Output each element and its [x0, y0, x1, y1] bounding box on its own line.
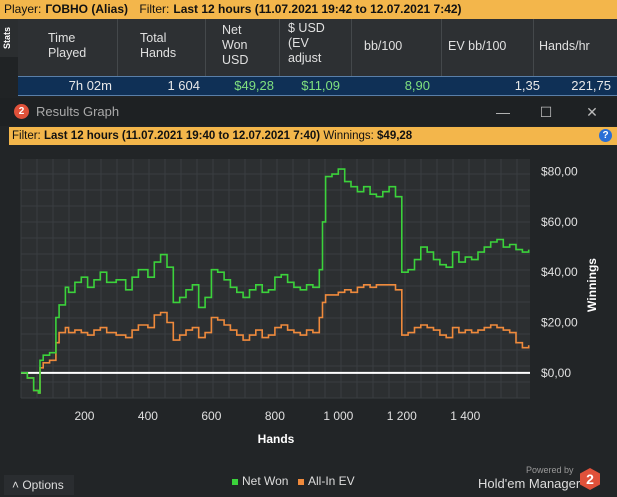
results-chart: 200 400 600 800 1 000 1 200 1 400 $0,00$20,00$… — [20, 159, 599, 446]
column-header-ev-bb100[interactable]: EV bb/100 — [442, 19, 534, 76]
graph-filter-label: Filter: — [12, 130, 41, 142]
x-tick-label: 400 — [138, 409, 158, 423]
maximize-icon[interactable]: ☐ — [539, 104, 553, 120]
player-label: Player: — [4, 2, 42, 16]
powered-by-label: Powered by — [526, 465, 574, 475]
y-axis-ticks: $0,00 $20,00 $40,00 $60,00 $80,00 — [541, 165, 578, 380]
window-titlebar[interactable] — [0, 98, 617, 126]
window-title: Results Graph — [36, 104, 120, 119]
hm2-app-icon: 2 — [14, 104, 29, 119]
column-header-time-played[interactable]: Time Played — [18, 19, 118, 76]
stats-table-row[interactable]: 7h 02m 1 604 $49,28 $11,09 8,90 1,35 221… — [18, 76, 617, 96]
column-header-total-hands[interactable]: Total Hands — [118, 19, 206, 76]
help-icon[interactable]: ? — [599, 129, 612, 142]
legend-label-net-won[interactable]: Net Won — [242, 474, 289, 488]
net-won-series-line — [21, 168, 530, 394]
column-header-bb100[interactable]: bb/100 — [352, 19, 442, 76]
stats-tab-label: Stats — [2, 26, 12, 49]
chart-grid — [20, 159, 530, 399]
x-tick-label: 1 000 — [323, 409, 353, 423]
x-tick-label: 1 400 — [450, 409, 480, 423]
graph-filter-value[interactable]: Last 12 hours (11.07.2021 19:40 to 12.07… — [43, 130, 321, 142]
legend-swatch-net-won — [232, 479, 238, 485]
y-tick-label: $80,00 — [541, 165, 578, 179]
all-in-ev-series-line — [21, 284, 530, 394]
stats-side-tab[interactable]: Stats — [0, 19, 19, 57]
minimize-icon[interactable]: — — [496, 104, 510, 120]
cell-bb100: 8,90 — [404, 78, 430, 93]
chart-series — [21, 168, 530, 394]
winnings-label: Winnings: — [323, 130, 374, 142]
y-tick-label: $0,00 — [541, 366, 571, 380]
cell-time-played: 7h 02m — [68, 78, 112, 93]
legend-swatch-all-in-ev — [298, 479, 304, 485]
cell-net-won: $49,28 — [234, 78, 274, 93]
stats-table-header: Time Played Total Hands Net Won USD $ US… — [18, 19, 617, 76]
cell-total-hands: 1 604 — [167, 78, 200, 93]
y-tick-label: $60,00 — [541, 215, 578, 229]
winnings-value: $49,28 — [377, 130, 413, 142]
options-button[interactable]: ˄ Options — [4, 475, 74, 495]
player-filter-bar: Player: ГОВНО (Alias) Filter: Last 12 hour… — [0, 0, 617, 19]
y-tick-label: $20,00 — [541, 316, 578, 330]
column-header-net-won[interactable]: Net Won USD — [206, 19, 280, 76]
x-tick-label: 1 200 — [387, 409, 417, 423]
legend-label-all-in-ev[interactable]: All-In EV — [308, 474, 355, 488]
column-header-ev-adjusted[interactable]: $ USD (EV adjust — [280, 19, 352, 76]
brand-name: Hold'em Manager — [478, 476, 581, 491]
x-axis-label: Hands — [258, 432, 295, 446]
x-tick-label: 800 — [265, 409, 285, 423]
player-name[interactable]: ГОВНО (Alias) — [45, 2, 129, 16]
cell-hands-hr: 221,75 — [571, 78, 611, 93]
y-axis-label: Winnings — [585, 258, 599, 312]
close-icon[interactable]: ✕ — [586, 104, 598, 120]
filter-label: Filter: — [139, 2, 170, 16]
options-label: Options — [22, 478, 64, 492]
column-header-hands-hr[interactable]: Hands/hr — [539, 39, 590, 53]
cell-ev-adjusted: $11,09 — [301, 78, 340, 93]
graph-filter-bar: Filter: Last 12 hours (11.07.2021 19:40 … — [9, 127, 617, 145]
hm2-logo-icon: 2 — [580, 468, 600, 490]
x-tick-label: 200 — [74, 409, 94, 423]
cell-ev-bb100: 1,35 — [514, 78, 540, 93]
x-tick-label: 600 — [201, 409, 221, 423]
x-axis-ticks: 200 400 600 800 1 000 1 200 1 400 — [74, 409, 480, 423]
filter-value[interactable]: Last 12 hours (11.07.2021 19:42 to 12.07… — [173, 2, 462, 16]
y-tick-label: $40,00 — [541, 265, 578, 279]
